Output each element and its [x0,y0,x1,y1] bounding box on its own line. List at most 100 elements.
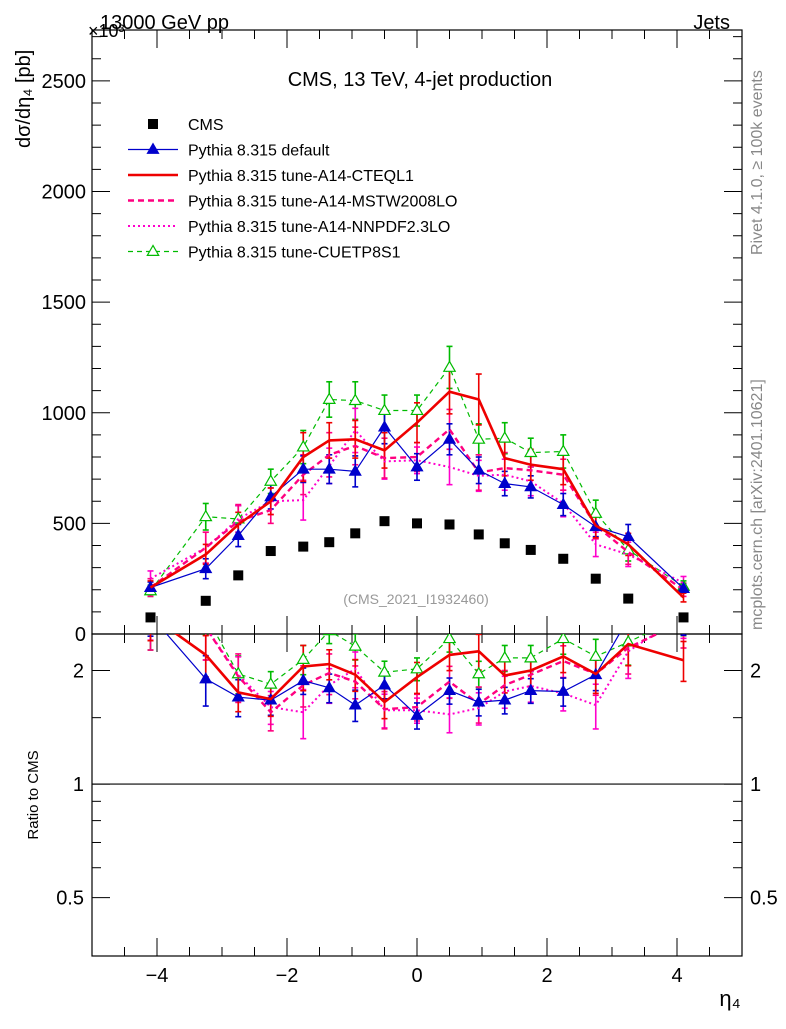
cms-data-point [678,612,689,623]
ratio-panel: Ratio to CMS η₄ 0.5 0.5 1 1 2 2 −4 −2 0 2 4 [25,612,778,1011]
ratio-pythia-8-315-tune-cuetp8s1-marker [264,676,278,689]
ratio-pythia-8-315-tune-cuetp8s1-marker [377,664,392,677]
pythia-8-315-default-marker [348,464,362,476]
pythia-8-315-tune-cuetp8s1-marker [589,506,603,518]
pythia-8-315-default-marker [231,528,245,540]
pythia-8-315-tune-a14-mstw2008lo-line [149,427,685,591]
legend-pythia-8-315-tune-a14-mstw2008lo-label: Pythia 8.315 tune-A14-MSTW2008LO [188,194,457,211]
ratio-data [147,612,687,740]
pythia-8-315-tune-cuetp8s1-marker [472,432,486,444]
ratio-pythia-8-315-tune-cuetp8s1-marker [589,649,603,661]
pythia-8-315-tune-cuetp8s1-marker [410,403,424,416]
main-axes: 0 500 1000 1500 2000 2500 [42,30,742,646]
cms-data-point [623,593,634,604]
main-y-tick-label: 0 [75,624,86,646]
pythia-8-315-default-marker [199,561,213,574]
x-tick-label: 4 [671,965,682,987]
main-data [143,345,691,623]
ratio-pythia-8-315-tune-cuetp8s1-marker [442,634,457,644]
pythia-8-315-default-marker [621,529,635,542]
legend-cms-label: CMS [188,117,224,134]
pythia-8-315-default-marker [676,581,691,594]
pythia-8-315-default-marker [472,463,486,475]
pythia-8-315-default-marker [410,459,424,472]
ratio-pythia-8-315-default-marker [524,683,538,695]
ratio-pythia-8-315-default-marker [442,683,457,695]
cms-data-point [412,518,422,529]
main-y-tick-label: 2500 [42,71,87,93]
pythia-8-315-tune-cuetp8s1-marker [296,439,310,452]
ratio-pythia-8-315-tune-cuetp8s1-marker [296,652,310,664]
cms-data-point [200,595,211,606]
header-energy: 13000 GeV pp [100,12,229,34]
ratio-y-tick-label-right: 1 [750,774,761,796]
ratio-pythia-8-315-default-marker [623,612,634,622]
ratio-pythia-8-315-default-marker [377,678,392,690]
ratio-pythia-8-315-default-marker [410,708,424,720]
legend-pythia-8-315-default-label: Pythia 8.315 default [188,143,330,160]
legend-pythia-8-315-default-marker [146,142,160,154]
ratio-pythia-8-315-default-marker [472,695,486,707]
ratio-y-tick-label: 0.5 [56,888,84,910]
main-y-tick-label: 1000 [42,403,87,425]
ratio-pythia-8-315-tune-cuetp8s1-marker [498,650,512,663]
ratio-pythia-8-315-tune-cuetp8s1-marker [621,634,635,647]
pythia-8-315-default-marker [524,479,538,492]
pythia-8-315-tune-cuetp8s1-marker [199,509,213,522]
legend-pythia-8-315-tune-cuetp8s1-label: Pythia 8.315 tune-CUETP8S1 [188,245,401,262]
main-y-tick-label: 2000 [42,182,87,204]
main-title: CMS, 13 TeV, 4-jet production [288,69,553,91]
main-panel: CMS, 13 TeV, 4-jet production (CMS_2021_… [13,29,743,646]
main-y-tick-label: 1500 [42,292,87,314]
cms-data-point [324,537,335,548]
cms-data-point [265,546,276,557]
pythia-8-315-tune-cuetp8s1-marker [322,392,336,404]
cms-data-point [379,516,390,527]
pythia-8-315-tune-cuetp8s1-marker [498,430,512,443]
cms-data-point [298,541,309,552]
ratio-pythia-8-315-tune-a14-cteql1-line [174,634,684,704]
cms-data-point [350,528,361,539]
pythia-8-315-default-marker [498,476,512,488]
pythia-8-315-tune-cuetp8s1-marker [524,445,538,458]
cms-data-point [444,519,455,530]
ratio-pythia-8-315-tune-cuetp8s1-marker [410,661,424,674]
pythia-8-315-tune-cuetp8s1-marker [377,403,392,416]
x-tick-label: −4 [146,965,169,987]
legend-pythia-8-315-tune-a14-cteql1-label: Pythia 8.315 tune-A14-CTEQL1 [188,168,414,185]
ratio-pythia-8-315-tune-a14-mstw2008lo-line [208,634,660,714]
pythia-8-315-tune-a14-nnpdf2-3lo-line [150,428,684,584]
pythia-8-315-tune-cuetp8s1-marker [348,393,362,406]
ratio-pythia-8-315-tune-cuetp8s1-marker [348,639,362,651]
x-tick-label: 2 [541,965,552,987]
cms-data-point [145,612,156,623]
cms-data-point [233,570,244,581]
mcplots-label: mcplots.cern.ch [arXiv:2401.10621] [749,379,766,630]
pythia-8-315-tune-cuetp8s1-marker [264,474,278,486]
ratio-pythia-8-315-default-marker [498,693,512,705]
rivet-version-label: Rivet 4.1.0, ≥ 100k events [749,70,766,255]
ratio-pythia-8-315-tune-cuetp8s1-line [215,634,647,685]
header-exponent: ×10³ [88,21,125,41]
pythia-8-315-tune-a14-cteql1-line [149,390,685,599]
ratio-pythia-8-315-tune-cuetp8s1-marker [472,666,486,679]
pythia-8-315-default-marker [377,420,392,432]
ratio-pythia-8-315-default-marker [348,698,362,710]
ratio-y-tick-label: 1 [73,774,84,796]
pythia-8-315-default-marker [322,462,336,474]
pythia-8-315-default-marker [556,497,570,509]
cms-data-point [525,544,536,555]
x-tick-label: 0 [411,965,422,987]
ratio-pythia-8-315-tune-cuetp8s1-marker [322,634,336,636]
ratio-y-axis-label: Ratio to CMS [25,750,42,839]
legend-pythia-8-315-tune-cuetp8s1-marker [146,244,160,256]
cms-data-point [473,529,484,540]
main-watermark: (CMS_2021_I1932460) [343,591,489,607]
pythia-8-315-default-marker [442,432,457,444]
ratio-pythia-8-315-default-marker [556,684,570,696]
pythia-8-315-tune-cuetp8s1-marker [442,360,457,372]
ratio-y-tick-label: 2 [73,661,84,683]
x-tick-label: −2 [276,965,299,987]
